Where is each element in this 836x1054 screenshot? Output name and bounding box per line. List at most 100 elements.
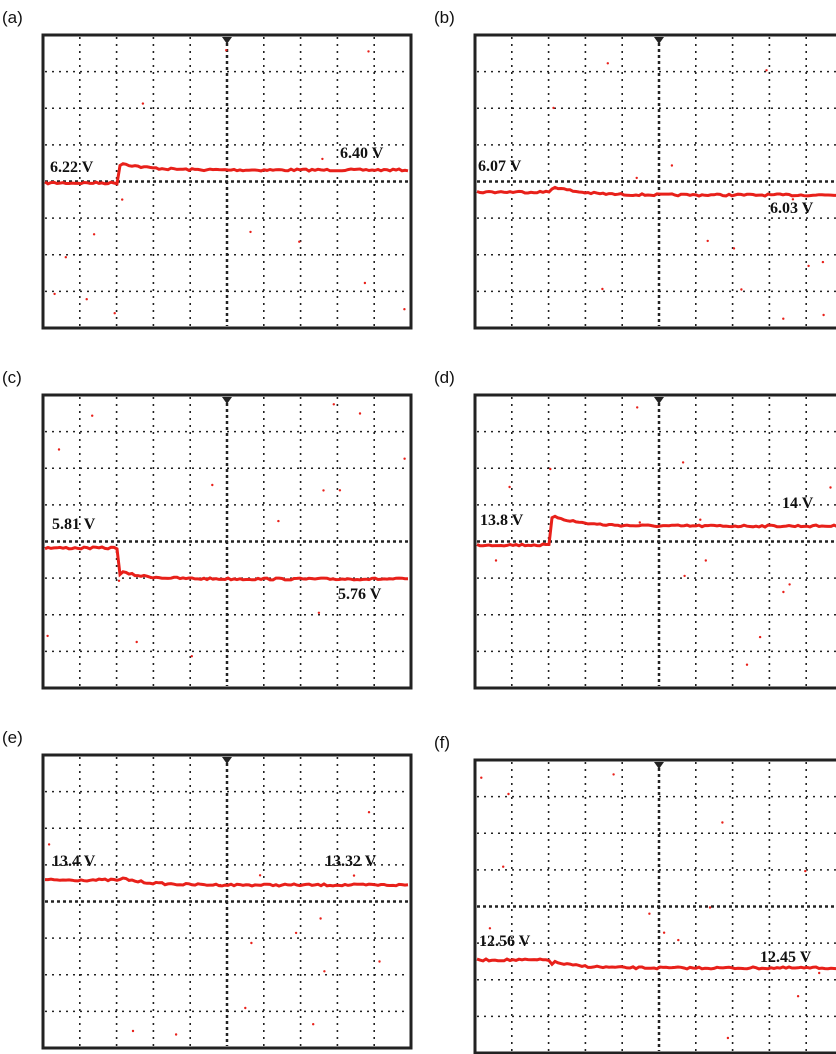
noise-dot xyxy=(118,580,120,582)
noise-dot xyxy=(211,484,213,486)
noise-dot xyxy=(804,870,806,872)
noise-dot xyxy=(682,461,684,463)
noise-dot xyxy=(601,288,603,290)
noise-dot xyxy=(277,520,279,522)
noise-dot xyxy=(636,177,638,179)
voltage-annotation: 6.07 V xyxy=(478,158,522,175)
noise-dot xyxy=(507,793,509,795)
noise-dot xyxy=(86,298,88,300)
noise-dot xyxy=(636,406,638,408)
noise-dot xyxy=(788,583,790,585)
noise-dot xyxy=(552,107,554,109)
noise-dot xyxy=(705,559,707,561)
noise-dot xyxy=(671,164,673,166)
noise-dot xyxy=(663,932,665,934)
noise-dot xyxy=(259,874,261,876)
voltage-annotation: 6.22 V xyxy=(50,159,94,176)
voltage-annotation: 5.81 V xyxy=(52,516,96,533)
voltage-annotation: 13.8 V xyxy=(480,512,524,529)
noise-dot xyxy=(250,942,252,944)
panel-label: (a) xyxy=(2,8,23,27)
noise-dot xyxy=(759,636,761,638)
voltage-annotation: 6.03 V xyxy=(770,200,814,217)
scope-panel: (c) 5.81 V 5.76 V xyxy=(2,368,411,688)
voltage-annotation: 14 V xyxy=(782,495,814,512)
panel-label: (d) xyxy=(434,368,455,387)
noise-dot xyxy=(829,486,831,488)
noise-dot xyxy=(191,655,193,657)
noise-dot xyxy=(403,308,405,310)
noise-dot xyxy=(782,591,784,593)
noise-dot xyxy=(53,293,55,295)
noise-dot xyxy=(114,312,116,314)
noise-dot xyxy=(46,635,48,637)
noise-dot xyxy=(142,102,144,104)
noise-dot xyxy=(219,884,221,886)
scope-panel: (d) 13.8 V 14 V xyxy=(434,368,836,688)
noise-dot xyxy=(709,906,711,908)
voltage-annotation: 6.40 V xyxy=(340,145,384,162)
noise-dot xyxy=(91,415,93,417)
noise-dot xyxy=(807,265,809,267)
noise-dot xyxy=(502,866,504,868)
figure: (a) 6.22 V 6.40 V (b) 6.07 V 6.03 V (c) 5.81 V 5… xyxy=(0,0,836,1054)
noise-dot xyxy=(298,241,300,243)
noise-dot xyxy=(746,664,748,666)
screen xyxy=(475,35,836,328)
page: (a) 6.22 V 6.40 V (b) 6.07 V 6.03 V (c) 5.81 V 5… xyxy=(0,0,836,1054)
noise-dot xyxy=(368,811,370,813)
noise-dot xyxy=(549,468,551,470)
scope-panel: (f) 12.56 V 12.45 V xyxy=(434,733,836,1053)
noise-dot xyxy=(765,69,767,71)
noise-dot xyxy=(321,158,323,160)
scope-panel: (a) 6.22 V 6.40 V xyxy=(2,8,411,328)
noise-dot xyxy=(318,612,320,614)
noise-dot xyxy=(319,917,321,919)
noise-dot xyxy=(367,50,369,52)
noise-dot xyxy=(175,1033,177,1035)
noise-dot xyxy=(508,486,510,488)
noise-dot xyxy=(480,777,482,779)
scope-panel: (b) 6.07 V 6.03 V xyxy=(434,8,836,328)
noise-dot xyxy=(323,970,325,972)
noise-dot xyxy=(677,939,679,941)
noise-dot xyxy=(403,458,405,460)
noise-dot xyxy=(136,641,138,643)
panel-label: (e) xyxy=(2,728,23,747)
noise-dot xyxy=(727,1037,729,1039)
panel-label: (b) xyxy=(434,8,455,27)
noise-dot xyxy=(607,62,609,64)
noise-dot xyxy=(740,288,742,290)
noise-dot xyxy=(132,1030,134,1032)
noise-dot xyxy=(707,240,709,242)
screen xyxy=(475,760,836,1053)
voltage-annotation: 5.76 V xyxy=(338,586,382,603)
noise-dot xyxy=(683,575,685,577)
noise-dot xyxy=(295,932,297,934)
noise-dot xyxy=(333,403,335,405)
voltage-annotation: 13.32 V xyxy=(325,853,377,870)
scope-panel: (e) 13.4 V 13.32 V xyxy=(2,728,411,1048)
noise-dot xyxy=(699,519,701,521)
noise-dot xyxy=(312,1023,314,1025)
noise-dot xyxy=(322,489,324,491)
voltage-annotation: 13.4 V xyxy=(52,853,96,870)
noise-dot xyxy=(353,874,355,876)
noise-dot xyxy=(797,995,799,997)
panel-label: (f) xyxy=(434,733,450,752)
noise-dot xyxy=(48,843,50,845)
noise-dot xyxy=(782,318,784,320)
panel-label: (c) xyxy=(2,368,22,387)
noise-dot xyxy=(364,282,366,284)
noise-dot xyxy=(339,489,341,491)
noise-dot xyxy=(822,261,824,263)
noise-dot xyxy=(818,972,820,974)
voltage-annotation: 12.45 V xyxy=(760,949,812,966)
noise-dot xyxy=(225,49,227,51)
noise-dot xyxy=(733,247,735,249)
noise-dot xyxy=(359,412,361,414)
noise-dot xyxy=(495,559,497,561)
noise-dot xyxy=(121,198,123,200)
voltage-annotation: 12.56 V xyxy=(479,933,531,950)
noise-dot xyxy=(58,448,60,450)
